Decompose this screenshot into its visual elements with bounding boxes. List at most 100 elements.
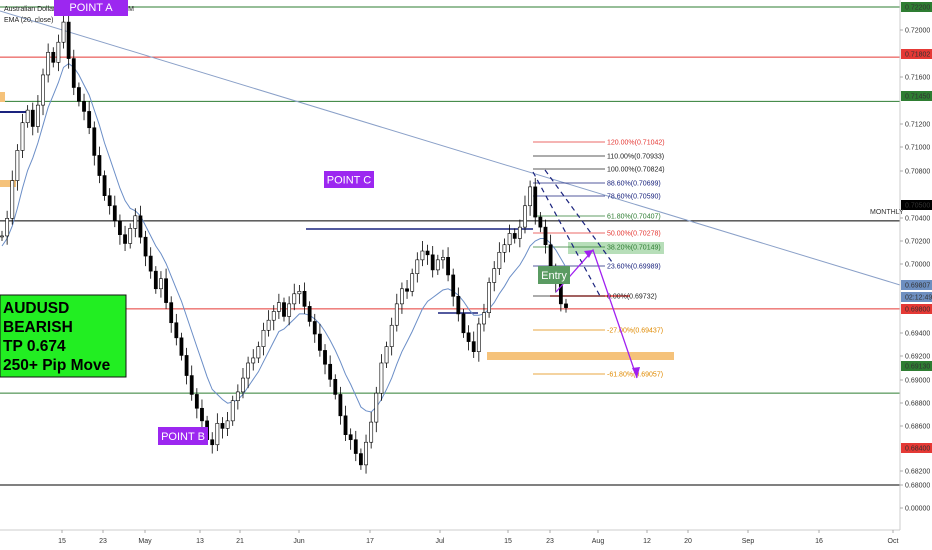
y-tick-label: 0.68800 [905,401,930,408]
x-tick-label: 15 [504,538,512,545]
candle-body [302,290,307,307]
candle-body [246,362,251,379]
fib-level-label: 100.00%(0.70824) [607,167,665,174]
y-tick-label: 0.68400 [905,446,930,453]
candle-body [107,195,112,207]
candle-body [82,101,86,112]
candle-body [148,255,153,272]
y-tick-label: 0.68600 [905,424,930,431]
candle-body [564,303,568,308]
price-axis[interactable]: 0.72200 0.72000 0.71802 0.71600 0.71450 0.712… [899,0,932,530]
entry-label: Entry [538,266,570,284]
candle-body [389,324,394,347]
y-tick-label: 0.00000 [905,506,930,513]
candle-body [225,420,230,429]
svg-text:POINT B: POINT B [161,431,205,443]
descending-trendline[interactable] [0,10,901,286]
x-tick-label: 12 [643,538,651,545]
candle-body [384,346,389,364]
price-tag [901,49,932,59]
y-tick-label: 0.69400 [905,331,930,338]
y-tick-label: 0.69000 [905,378,930,385]
candle-body [210,439,215,446]
candle-body [287,303,292,317]
fib-level-label: 110.00%(0.70933) [607,154,664,161]
svg-text:POINT A: POINT A [69,2,113,14]
callout-line: BEARISH [3,319,73,336]
candle-body [394,303,399,326]
y-tick-label: 0.71802 [905,52,930,59]
fib-level-label: 23.60%(0.69989) [607,264,661,271]
candle-body [97,155,102,176]
fib-level-label: 0.00%(0.69732) [607,294,657,301]
fib-level-label: 120.00%(0.71042) [607,140,665,147]
candle-body [292,293,297,305]
svg-text:Entry: Entry [541,270,567,282]
candle-body [359,453,363,466]
candle-body [543,226,548,246]
y-tick-label: 0.71000 [905,145,930,152]
candle-body [241,377,245,393]
candle-body [123,234,127,244]
candle-body [133,215,138,229]
candle-body [328,363,333,380]
y-tick-label: 02:12:49 [905,295,932,302]
candle-body [374,392,379,423]
candle-body [71,58,76,88]
candle-body [200,407,204,422]
candle-body [5,218,10,237]
candle-body [61,21,66,43]
y-tick-label: 0.70800 [905,169,930,176]
candle-body [369,421,374,443]
y-tick-label: 0.72000 [905,28,930,35]
candle-body [35,104,40,127]
y-tick-label: 0.70200 [905,239,930,246]
price-tag [901,304,932,314]
candle-body [400,288,404,305]
candle-body [20,122,25,151]
arrowhead-down-icon [632,367,640,378]
svg-text:POINT C: POINT C [327,175,371,187]
candle-body [517,226,522,239]
x-tick-label: Aug [592,538,605,545]
time-axis[interactable]: 15 23 May 13 21 Jun 17 Jul 15 23 Aug 12 20 Sep 16 Oct [0,529,932,550]
candle-body [476,323,481,352]
candle-body [364,441,368,466]
candle-body [348,434,353,441]
callout-line: 250+ Pip Move [3,357,111,374]
candle-body [271,311,276,321]
candle-body [497,251,502,269]
candle-body [169,302,174,324]
candle-body [533,186,538,218]
candle-body [194,394,199,409]
candle-body [482,312,486,325]
price-tag [901,280,932,290]
candle-body [410,273,415,292]
candle-body [143,236,148,257]
candle-body [338,394,343,417]
candle-body [256,346,261,359]
zone-left-lower [0,180,16,187]
candle-body [353,439,358,454]
x-tick-label: 13 [196,538,204,545]
candle-body [10,180,15,219]
candle-body [405,288,409,292]
price-tag [901,2,932,12]
y-tick-label: 0.71450 [905,94,930,101]
candle-body [153,270,158,290]
candle-body [507,233,512,246]
candle-body [415,259,420,274]
candle-body [112,205,117,222]
candle-body [184,355,189,376]
candle-body [118,220,122,235]
candle-body [420,250,425,261]
candle-body [189,375,194,395]
candle-body [174,322,179,339]
candle-body [492,268,497,283]
candle-body [51,51,56,63]
callout-line: TP 0.674 [3,338,66,355]
y-tick-label: 0.69807 [905,283,930,290]
candle-body [15,150,20,181]
candle-body [441,257,445,261]
